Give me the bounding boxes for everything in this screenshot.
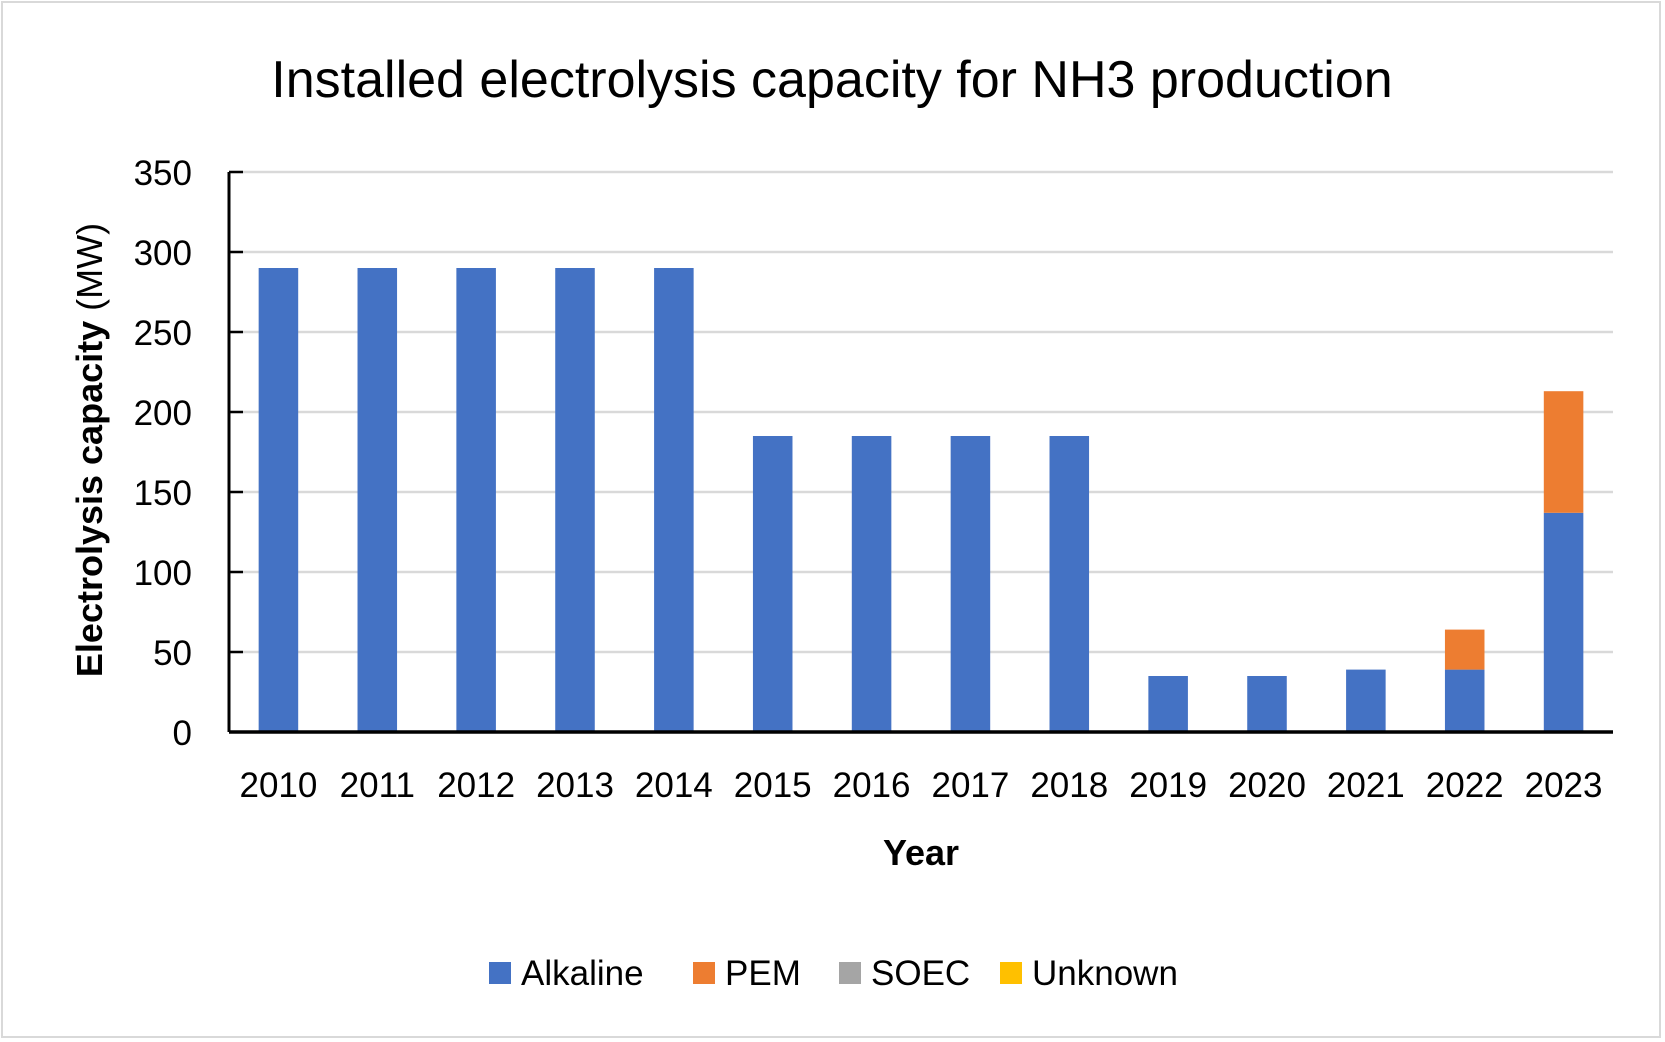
- bar-alkaline-2022: [1444, 669, 1485, 732]
- y-axis-label-unit: (MW): [69, 223, 110, 321]
- legend-label: SOEC: [871, 954, 970, 993]
- y-tick-label: 350: [134, 154, 192, 193]
- axes: [227, 170, 1613, 734]
- x-tick-label: 2019: [1129, 766, 1207, 805]
- x-tick-label: 2018: [1030, 766, 1108, 805]
- bar-alkaline-2019: [1148, 676, 1188, 732]
- bar-alkaline-2011: [357, 268, 398, 732]
- x-tick-label: 2012: [437, 766, 515, 805]
- y-tick-label: 100: [134, 554, 192, 593]
- legend-label: Alkaline: [521, 954, 644, 993]
- x-tick-label: 2011: [340, 766, 415, 805]
- y-axis-label-main: Electrolysis capacity: [69, 321, 110, 677]
- x-tick-label: 2023: [1525, 766, 1603, 805]
- legend-swatch: [489, 962, 511, 984]
- y-tick-label: 50: [153, 634, 192, 673]
- legend: Alkaline PEM SOEC Unknown: [489, 954, 1178, 993]
- legend-item-soec[interactable]: SOEC: [839, 954, 970, 993]
- x-tick-label: 2021: [1327, 766, 1405, 805]
- bar-alkaline-2021: [1346, 669, 1386, 732]
- bar-alkaline-2017: [950, 436, 991, 732]
- x-tick-label: 2010: [239, 766, 317, 805]
- x-tick-label: 2013: [536, 766, 614, 805]
- legend-swatch: [839, 962, 861, 984]
- bar-alkaline-2014: [654, 268, 694, 732]
- x-tick-label: 2022: [1426, 766, 1504, 805]
- x-axis-label: Year: [883, 832, 959, 873]
- legend-label: PEM: [725, 954, 801, 993]
- bar-alkaline-2018: [1049, 436, 1090, 732]
- legend-item-unknown[interactable]: Unknown: [1000, 954, 1178, 993]
- y-tick-label: 250: [134, 314, 192, 353]
- x-tick-labels: 2010 2011 2012 2013 2014 2015 2016 2017 2018 2019…: [239, 766, 1602, 805]
- bar-alkaline-2020: [1247, 676, 1287, 732]
- x-tick-label: 2020: [1228, 766, 1306, 805]
- x-tick-label: 2015: [734, 766, 812, 805]
- bars: [258, 268, 1584, 732]
- bar-alkaline-2015: [752, 436, 793, 732]
- legend-item-alkaline[interactable]: Alkaline: [489, 954, 644, 993]
- legend-label: Unknown: [1032, 954, 1178, 993]
- bar-alkaline-2023: [1543, 512, 1584, 732]
- y-axis-label: Electrolysis capacity (MW): [69, 223, 110, 677]
- x-tick-label: 2016: [833, 766, 911, 805]
- y-tick-label: 300: [134, 234, 192, 273]
- bar-alkaline-2013: [555, 268, 595, 732]
- gridlines: [229, 170, 1613, 654]
- bar-alkaline-2010: [258, 268, 299, 732]
- bar-pem-2023: [1543, 391, 1584, 513]
- bar-alkaline-2016: [851, 436, 892, 732]
- y-tick-label: 200: [134, 394, 192, 433]
- x-tick-label: 2014: [635, 766, 713, 805]
- bar-pem-2022: [1444, 629, 1485, 670]
- legend-item-pem[interactable]: PEM: [693, 954, 801, 993]
- chart-title: Installed electrolysis capacity for NH3 …: [271, 51, 1392, 109]
- y-tick-label: 0: [173, 714, 192, 753]
- y-tick-labels: 0 50 100 150 200 250 300 350: [134, 154, 192, 753]
- x-tick-label: 2017: [931, 766, 1009, 805]
- bar-alkaline-2012: [456, 268, 496, 732]
- legend-swatch: [1000, 962, 1022, 984]
- legend-swatch: [693, 962, 715, 984]
- y-tick-label: 150: [134, 474, 192, 513]
